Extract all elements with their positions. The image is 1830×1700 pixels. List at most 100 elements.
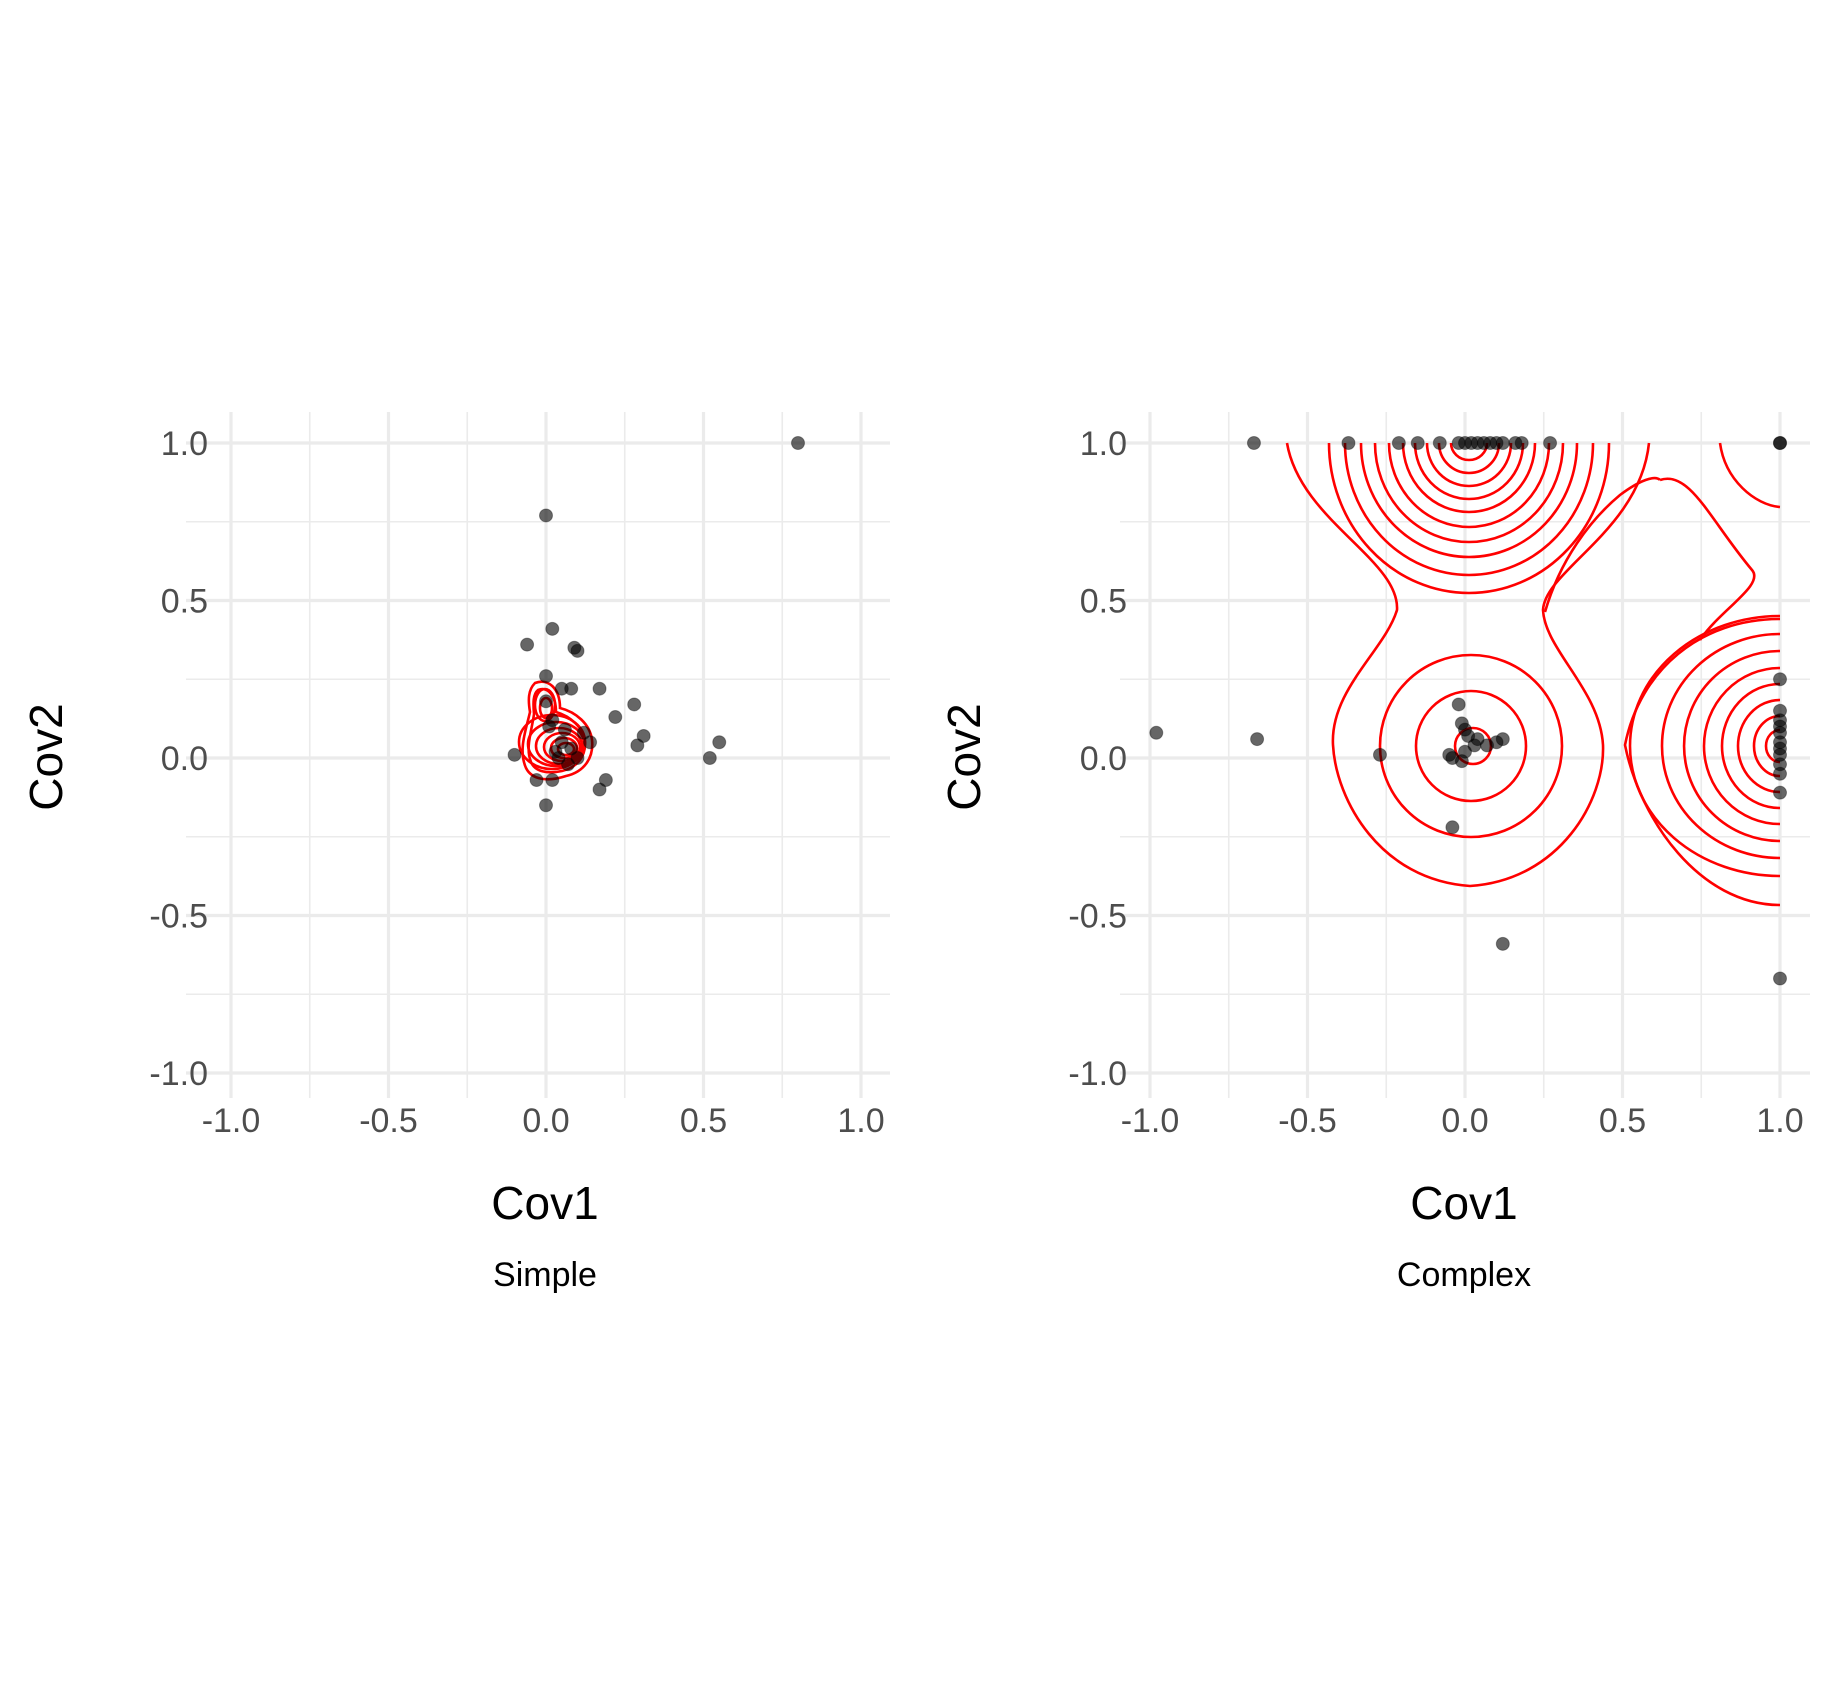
x-ticks-simple: -1.0 -0.5 0.0 0.5 1.0 [202, 1102, 885, 1140]
data-point [1495, 936, 1510, 951]
density-contour [1373, 442, 1565, 544]
panel-caption: Simple [493, 1256, 597, 1294]
density-contour [1413, 442, 1525, 501]
data-point [598, 773, 613, 788]
data-point [1514, 436, 1529, 450]
x-tick-label: 0.5 [1599, 1102, 1646, 1140]
y-tick-label: 0.0 [1080, 740, 1127, 778]
x-ticks-complex: -1.0 -0.5 0.0 0.5 1.0 [1121, 1102, 1804, 1140]
panel-simple: -1.0 -0.5 0.0 0.5 1.0 1.0 0.5 0.0 -0.5 -1.0 Cov1… [20, 412, 890, 1294]
y-tick-label: -0.5 [1068, 898, 1127, 936]
density-contour [1659, 477, 1756, 641]
density-contours-complex [1285, 442, 1781, 907]
data-point [1432, 436, 1447, 450]
density-contour [1425, 442, 1513, 488]
data-point [583, 735, 598, 750]
x-tick-label: -1.0 [1121, 1102, 1180, 1140]
density-contour [1449, 442, 1489, 462]
density-contour [533, 687, 557, 723]
data-point [592, 782, 607, 797]
data-point [1451, 697, 1466, 712]
data-point [1495, 732, 1510, 747]
data-point [702, 751, 717, 765]
y-axis-title: Cov2 [20, 703, 72, 810]
y-tick-label: -0.5 [149, 898, 208, 936]
y-ticks-complex: 1.0 0.5 0.0 -0.5 -1.0 [1068, 425, 1127, 1093]
y-axis-title: Cov2 [938, 703, 990, 810]
density-contour [521, 680, 594, 781]
data-point [627, 697, 642, 712]
density-contour [1720, 682, 1781, 810]
data-point [529, 773, 544, 788]
data-point [557, 722, 572, 737]
y-tick-label: -1.0 [1068, 1055, 1127, 1093]
data-point [1773, 766, 1787, 781]
density-contour [1736, 698, 1781, 794]
data-point [520, 637, 535, 652]
data-point [1372, 747, 1387, 762]
density-contour [1682, 649, 1781, 843]
y-tick-label: 0.5 [1080, 583, 1127, 621]
density-contour [1414, 689, 1528, 803]
data-point [1773, 971, 1787, 986]
data-point [592, 681, 607, 696]
y-tick-label: -1.0 [149, 1055, 208, 1093]
x-tick-label: -0.5 [359, 1102, 418, 1140]
density-contour [1718, 442, 1781, 509]
density-contour [1752, 714, 1781, 778]
density-contour [1628, 614, 1781, 878]
data-point [542, 719, 557, 734]
data-point [1442, 747, 1457, 762]
density-contour [527, 687, 587, 774]
data-point [791, 436, 805, 450]
density-contour [1543, 476, 1661, 613]
data-point [564, 741, 579, 756]
data-point [539, 508, 553, 523]
data-point [1773, 436, 1787, 450]
data-point [1543, 436, 1558, 450]
data-point [1458, 744, 1472, 759]
data-point [1341, 436, 1356, 450]
data-point [576, 725, 591, 740]
x-tick-label: 0.0 [522, 1102, 569, 1140]
panel-caption: Complex [1397, 1256, 1531, 1294]
y-tick-label: 1.0 [161, 425, 208, 463]
data-point [561, 757, 576, 772]
density-contour [1401, 442, 1537, 514]
data-point [570, 643, 585, 658]
points-simple [507, 436, 805, 813]
x-tick-label: 1.0 [837, 1102, 884, 1140]
data-point [539, 798, 553, 813]
y-tick-label: 1.0 [1080, 425, 1127, 463]
data-point [608, 710, 623, 725]
data-point [630, 738, 645, 753]
data-point [539, 694, 553, 709]
data-point [539, 669, 553, 684]
x-tick-label: 0.5 [680, 1102, 727, 1140]
data-point [551, 751, 566, 765]
x-tick-label: -0.5 [1278, 1102, 1337, 1140]
data-point [1445, 820, 1460, 835]
data-point [507, 747, 522, 762]
data-point [712, 735, 727, 750]
data-point [1246, 436, 1261, 450]
data-point [1250, 732, 1265, 747]
density-contour [1378, 653, 1564, 839]
y-tick-label: 0.0 [161, 740, 208, 778]
data-point [1495, 436, 1510, 450]
x-tick-label: 1.0 [1756, 1102, 1803, 1140]
data-point [554, 735, 569, 750]
density-contour [1702, 666, 1781, 826]
data-point [1391, 436, 1406, 450]
density-contour [1327, 442, 1611, 595]
points-complex [1149, 436, 1787, 986]
density-contour [1285, 442, 1651, 888]
density-contour [1359, 442, 1579, 559]
data-point [564, 681, 579, 696]
data-point [545, 621, 560, 636]
density-contour [1387, 442, 1551, 529]
density-contour [1343, 442, 1595, 577]
density-contour [1437, 442, 1501, 475]
data-point [1149, 725, 1164, 740]
